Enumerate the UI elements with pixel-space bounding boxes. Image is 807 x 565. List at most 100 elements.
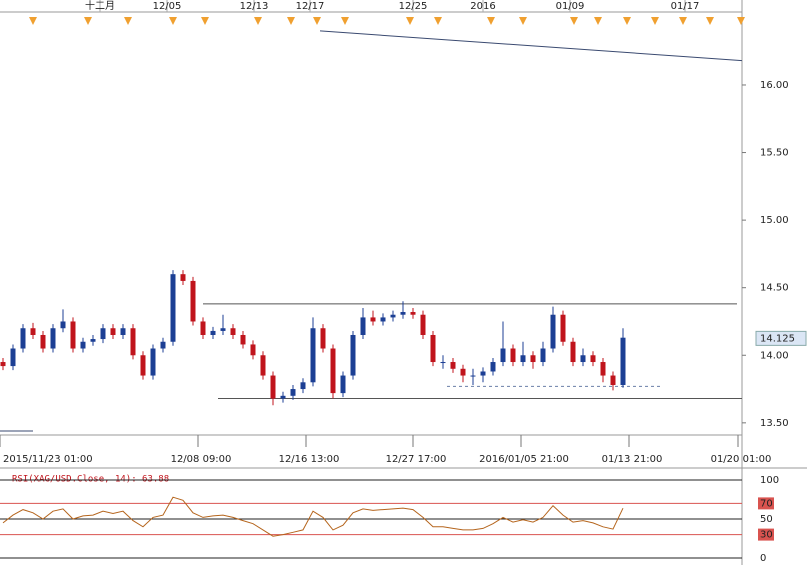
x-tick-label: 12/08 09:00 bbox=[171, 454, 232, 465]
event-marker bbox=[737, 17, 745, 25]
candle-body bbox=[490, 362, 496, 372]
candle-body bbox=[530, 355, 536, 363]
event-marker bbox=[254, 17, 262, 25]
rsi-tick-label: 30 bbox=[760, 530, 773, 541]
event-marker bbox=[706, 17, 714, 25]
candle-body bbox=[360, 317, 366, 335]
x-tick-label: 2016/01/05 21:00 bbox=[479, 454, 569, 465]
y-tick-label: 16.00 bbox=[760, 80, 789, 91]
candle-body bbox=[590, 355, 596, 363]
rsi-tick-label: 70 bbox=[760, 498, 773, 509]
top-tick-label: 12/13 bbox=[240, 1, 269, 12]
event-marker bbox=[623, 17, 631, 25]
rsi-tick-label: 100 bbox=[760, 475, 779, 486]
candle-body bbox=[370, 317, 376, 322]
candle-body bbox=[70, 321, 76, 349]
y-tick-label: 14.50 bbox=[760, 283, 789, 294]
top-tick-label: 01/17 bbox=[671, 1, 700, 12]
candle-body bbox=[210, 330, 216, 335]
candle-body bbox=[520, 355, 526, 363]
top-tick-label: 12/17 bbox=[296, 1, 325, 12]
candle-body bbox=[250, 344, 256, 356]
candle-body bbox=[460, 368, 466, 376]
y-tick-label: 13.50 bbox=[760, 418, 789, 429]
candle-body bbox=[10, 348, 16, 367]
candle-body bbox=[20, 328, 26, 349]
x-tick-label: 01/20 01:00 bbox=[711, 454, 772, 465]
event-marker bbox=[651, 17, 659, 25]
event-marker bbox=[287, 17, 295, 25]
candle-body bbox=[610, 375, 616, 385]
candle-body bbox=[150, 348, 156, 376]
x-tick-label: 12/16 13:00 bbox=[279, 454, 340, 465]
candle-body bbox=[450, 362, 456, 369]
candle-body bbox=[200, 321, 206, 335]
event-marker bbox=[487, 17, 495, 25]
candle-body bbox=[180, 274, 186, 281]
event-marker bbox=[406, 17, 414, 25]
y-tick-label: 14.00 bbox=[760, 350, 789, 361]
event-marker bbox=[434, 17, 442, 25]
top-tick-label: 12/25 bbox=[399, 1, 428, 12]
candle-body bbox=[430, 334, 436, 363]
last-price-label: 14.125 bbox=[760, 333, 795, 344]
rsi-tick-label: 0 bbox=[760, 553, 766, 564]
candle-body bbox=[310, 328, 316, 383]
candle-body bbox=[30, 328, 36, 335]
rsi-level-box bbox=[758, 497, 774, 510]
candle-body bbox=[350, 334, 356, 376]
candle-body bbox=[40, 334, 46, 349]
candle-body bbox=[170, 274, 176, 342]
event-marker bbox=[594, 17, 602, 25]
candle-body bbox=[280, 395, 286, 399]
candle-body bbox=[290, 389, 296, 396]
candle-body bbox=[260, 355, 266, 376]
rsi-level-box bbox=[758, 528, 774, 541]
event-marker bbox=[201, 17, 209, 25]
candle-body bbox=[220, 328, 226, 331]
event-markers bbox=[29, 17, 745, 25]
y-tick-label: 15.00 bbox=[760, 215, 789, 226]
event-marker bbox=[169, 17, 177, 25]
candle-body bbox=[60, 321, 66, 329]
candle-body bbox=[0, 362, 6, 367]
top-tick-label: 2016 bbox=[470, 1, 495, 12]
event-marker bbox=[124, 17, 132, 25]
candle-body bbox=[510, 348, 516, 363]
top-tick-label: 12/05 bbox=[153, 1, 182, 12]
x-tick-label: 2015/11/23 01:00 bbox=[3, 454, 93, 465]
rsi-tick-label: 50 bbox=[760, 514, 773, 525]
candle-body bbox=[240, 334, 246, 345]
candle-body bbox=[440, 362, 446, 364]
candle-body bbox=[420, 314, 426, 335]
candle-body bbox=[100, 328, 106, 340]
candle-body bbox=[160, 341, 166, 349]
candle-body bbox=[340, 375, 346, 394]
candle-body bbox=[300, 382, 306, 390]
candle-body bbox=[410, 312, 416, 315]
x-tick-label: 01/13 21:00 bbox=[602, 454, 663, 465]
candle-body bbox=[90, 339, 96, 342]
event-marker bbox=[519, 17, 527, 25]
event-marker bbox=[341, 17, 349, 25]
candle-body bbox=[560, 314, 566, 342]
top-tick-label: 01/09 bbox=[556, 1, 585, 12]
candle-body bbox=[400, 312, 406, 315]
candle-body bbox=[390, 314, 396, 318]
candle-body bbox=[120, 328, 126, 335]
candle-body bbox=[480, 371, 486, 376]
event-marker bbox=[313, 17, 321, 25]
rsi-line bbox=[2, 496, 624, 537]
event-marker bbox=[570, 17, 578, 25]
candle-body bbox=[380, 317, 386, 322]
candle-body bbox=[110, 328, 116, 335]
event-marker bbox=[679, 17, 687, 25]
last-price-box bbox=[755, 330, 807, 346]
candle-body bbox=[330, 348, 336, 394]
event-marker bbox=[29, 17, 37, 25]
candle-body bbox=[540, 348, 546, 363]
candle-body bbox=[230, 328, 236, 335]
candle-body bbox=[130, 328, 136, 356]
x-tick-label: 12/27 17:00 bbox=[386, 454, 447, 465]
